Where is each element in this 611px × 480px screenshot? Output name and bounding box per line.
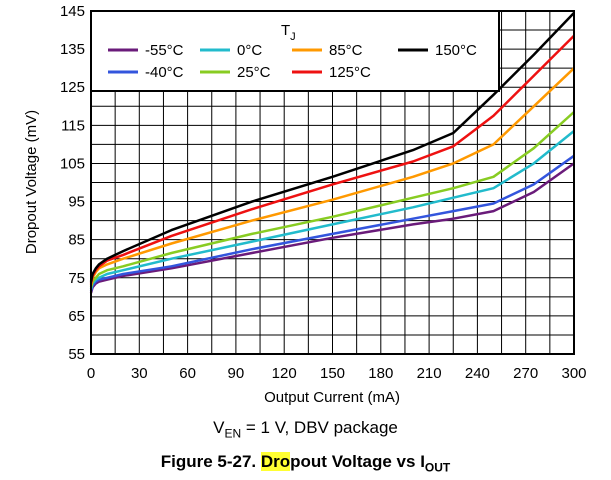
y-tick-label: 55 — [68, 346, 85, 363]
x-tick-label: 150 — [320, 365, 345, 382]
x-axis-title: Output Current (mA) — [264, 389, 400, 406]
y-tick-label: 65 — [68, 308, 85, 325]
condition-subscript: EN — [224, 426, 242, 441]
legend-label-125°C: 125°C — [329, 64, 371, 81]
figure-caption: Figure 5-27. Dropout Voltage vs IOUT — [0, 452, 611, 474]
y-tick-label: 85 — [68, 232, 85, 249]
series-line--40°C — [89, 154, 575, 292]
x-tick-label: 60 — [179, 365, 196, 382]
legend-label-85°C: 85°C — [329, 42, 363, 59]
plot-frame — [90, 10, 575, 355]
legend: TJ -55°C 0°C 85°C 150°C -40°C 25°C 125°C — [90, 10, 500, 92]
x-tick-label: 90 — [228, 365, 245, 382]
condition-prefix: V — [213, 418, 225, 437]
x-tick-label: 270 — [513, 365, 538, 382]
y-tick-labels: 55 65 75 85 95 105 115 125 135 145 — [60, 3, 85, 363]
y-tick-label: 95 — [68, 194, 85, 211]
x-tick-label: 30 — [131, 365, 148, 382]
x-tick-label: 210 — [417, 365, 442, 382]
x-tick-label: 180 — [368, 365, 393, 382]
y-tick-label: 105 — [60, 155, 85, 172]
y-tick-label: 145 — [60, 3, 85, 20]
caption-highlight: Dro — [260, 452, 291, 471]
series-layer — [89, 12, 575, 294]
legend-label-25°C: 25°C — [237, 64, 271, 81]
legend-items: -55°C 0°C 85°C 150°C -40°C 25°C 125°C — [108, 42, 477, 81]
series-line-0°C — [89, 130, 575, 290]
series-line-25°C — [89, 111, 575, 288]
condition-suffix: = 1 V, DBV package — [241, 418, 398, 437]
caption-subscript: OUT — [424, 460, 451, 475]
series-line-150°C — [89, 12, 575, 282]
x-tick-label: 300 — [561, 365, 586, 382]
x-tick-label: 0 — [87, 365, 95, 382]
caption-rest: pout Voltage vs I — [290, 452, 425, 471]
series-line--55°C — [89, 162, 575, 294]
caption-lead: Figure 5-27. — [160, 452, 261, 471]
x-tick-labels: 0 30 60 90 120 150 180 210 240 270 300 — [87, 365, 587, 382]
legend-title: TJ — [281, 22, 296, 43]
dropout-voltage-chart: TJ -55°C 0°C 85°C 150°C -40°C 25°C 125°C 0 30 60… — [23, 3, 587, 406]
y-axis-title: Dropout Voltage (mV) — [23, 110, 40, 254]
legend-title-subscript: J — [290, 31, 296, 43]
legend-label--55°C: -55°C — [145, 42, 184, 59]
y-tick-label: 75 — [68, 270, 85, 287]
legend-label--40°C: -40°C — [145, 64, 184, 81]
test-condition-note: VEN = 1 V, DBV package — [0, 418, 611, 440]
y-tick-label: 125 — [60, 79, 85, 96]
legend-label-150°C: 150°C — [435, 42, 477, 59]
legend-label-0°C: 0°C — [237, 42, 262, 59]
x-tick-label: 120 — [272, 365, 297, 382]
x-tick-label: 240 — [465, 365, 490, 382]
y-tick-label: 135 — [60, 41, 85, 58]
y-tick-label: 115 — [61, 117, 85, 134]
